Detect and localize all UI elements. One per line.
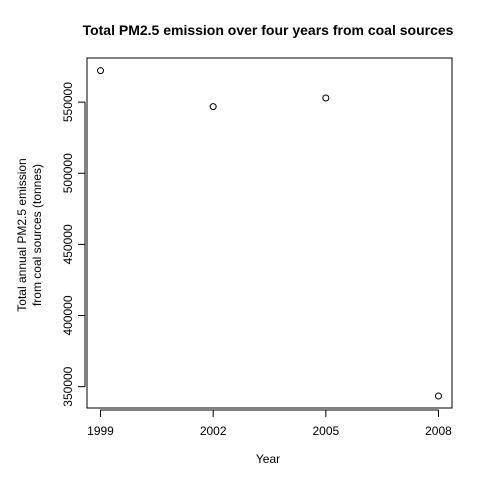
chart-title: Total PM2.5 emission over four years fro… <box>83 22 454 38</box>
y-tick-label: 450000 <box>61 224 75 264</box>
data-point <box>322 94 330 102</box>
data-point <box>209 103 217 111</box>
y-tick-label: 350000 <box>61 366 75 406</box>
data-points <box>97 67 442 400</box>
y-axis: 350000 400000 450000 500000 550000 <box>61 82 86 407</box>
y-tick-label: 500000 <box>61 153 75 193</box>
x-axis-label: Year <box>256 452 280 466</box>
x-axis: 1999 2002 2005 2008 <box>87 409 452 438</box>
y-axis-label-line-1: Total annual PM2.5 emission <box>15 158 29 311</box>
data-point <box>97 67 105 75</box>
x-tick-label: 2008 <box>425 424 452 438</box>
y-axis-label: Total annual PM2.5 emission from coal so… <box>15 158 44 311</box>
x-tick-label: 1999 <box>87 424 114 438</box>
data-point <box>434 392 442 400</box>
x-tick-label: 2005 <box>312 424 339 438</box>
y-tick-label: 400000 <box>61 295 75 335</box>
plot-area <box>86 57 453 409</box>
y-tick-label: 550000 <box>61 82 75 122</box>
y-axis-label-line-2: from coal sources (tonnes) <box>30 164 44 306</box>
x-tick-label: 2002 <box>200 424 227 438</box>
